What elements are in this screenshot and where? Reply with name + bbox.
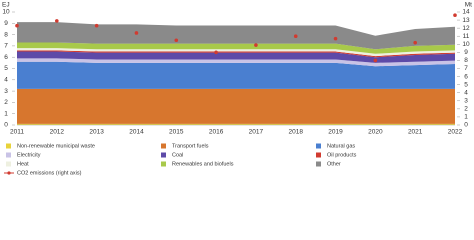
x-tick-label: 2014	[129, 129, 144, 136]
legend-swatch	[161, 143, 166, 149]
y2-tick-label: 9	[464, 49, 468, 56]
legend-label: Coal	[172, 152, 183, 158]
legend-swatch	[316, 161, 321, 167]
area	[17, 50, 455, 58]
y2-tick-label: 14	[462, 9, 470, 16]
legend-label: Natural gas	[327, 143, 355, 149]
legend-label: Heat	[17, 161, 29, 167]
y2-tick-label: 7	[464, 65, 468, 72]
y2-tick-label: 5	[464, 81, 468, 88]
area	[17, 48, 455, 57]
y2-tick-label: 2	[464, 106, 468, 113]
chart: EJ Mt 0123456789100123456789101112131420…	[2, 2, 472, 177]
legend-label: Transport fuels	[172, 143, 209, 149]
y2-tick-label: 4	[464, 89, 468, 96]
data-point	[333, 36, 338, 41]
data-point	[373, 58, 378, 63]
x-tick-label: 2016	[209, 129, 224, 136]
y-tick-label: 9	[4, 20, 8, 27]
area	[17, 42, 455, 54]
legend-marker	[7, 171, 11, 175]
data-point	[413, 40, 417, 45]
y-tick-label: 2	[4, 99, 8, 106]
y2-axis-title: Mt	[465, 2, 472, 9]
legend-swatch	[6, 152, 11, 158]
area	[17, 61, 455, 89]
legend-swatch	[161, 161, 166, 167]
y2-tick-label: 8	[464, 57, 468, 64]
x-tick-label: 2018	[288, 129, 303, 136]
y-tick-label: 3	[4, 88, 8, 95]
area	[17, 22, 455, 50]
x-tick-label: 2015	[169, 129, 184, 136]
area	[17, 58, 455, 67]
data-point	[453, 13, 457, 18]
y2-tick-label: 3	[464, 98, 468, 105]
y-tick-label: 4	[4, 77, 8, 84]
y2-tick-label: 10	[462, 41, 470, 48]
legend-swatch	[316, 143, 321, 149]
legend-label: Other	[327, 161, 341, 167]
area	[17, 123, 455, 125]
y2-tick-label: 13	[462, 17, 470, 24]
y-tick-label: 1	[4, 110, 8, 117]
y-tick-label: 0	[4, 122, 8, 129]
y-tick-label: 6	[4, 54, 8, 61]
y-axis-title: EJ	[2, 2, 10, 9]
x-tick-label: 2013	[89, 129, 104, 136]
x-tick-label: 2020	[368, 129, 383, 136]
data-point	[134, 31, 139, 35]
legend-label: CO2 emissions (right axis)	[17, 170, 82, 176]
y2-tick-label: 6	[464, 73, 468, 80]
x-tick-label: 2012	[50, 129, 65, 136]
legend-label: Non-renewable municipal waste	[17, 143, 95, 149]
x-tick-label: 2022	[448, 129, 463, 136]
data-point	[94, 23, 99, 28]
y2-tick-label: 1	[464, 114, 468, 121]
data-point	[55, 19, 59, 23]
legend-swatch	[316, 152, 321, 158]
legend-swatch	[161, 152, 166, 158]
legend-label: Renewables and biofuels	[172, 161, 234, 167]
y-tick-label: 10	[2, 9, 10, 16]
x-tick-label: 2019	[328, 129, 343, 136]
x-tick-label: 2011	[10, 129, 24, 136]
legend-label: Oil products	[327, 152, 357, 158]
legend-swatch	[6, 161, 11, 167]
x-tick-label: 2017	[249, 129, 264, 136]
y-tick-label: 5	[4, 65, 8, 72]
x-tick-label: 2021	[408, 129, 423, 136]
y-tick-label: 7	[4, 43, 8, 50]
data-point	[214, 50, 218, 55]
data-point	[174, 38, 179, 43]
y2-tick-label: 11	[463, 33, 470, 40]
area	[17, 51, 455, 63]
legend-label: Electricity	[17, 152, 41, 158]
data-point	[15, 23, 19, 28]
data-point	[254, 43, 258, 47]
legend-swatch	[6, 143, 11, 149]
y-tick-label: 8	[4, 31, 8, 38]
area	[17, 88, 455, 124]
y2-tick-label: 0	[464, 122, 468, 129]
y2-tick-label: 12	[462, 25, 470, 32]
data-point	[293, 34, 298, 39]
